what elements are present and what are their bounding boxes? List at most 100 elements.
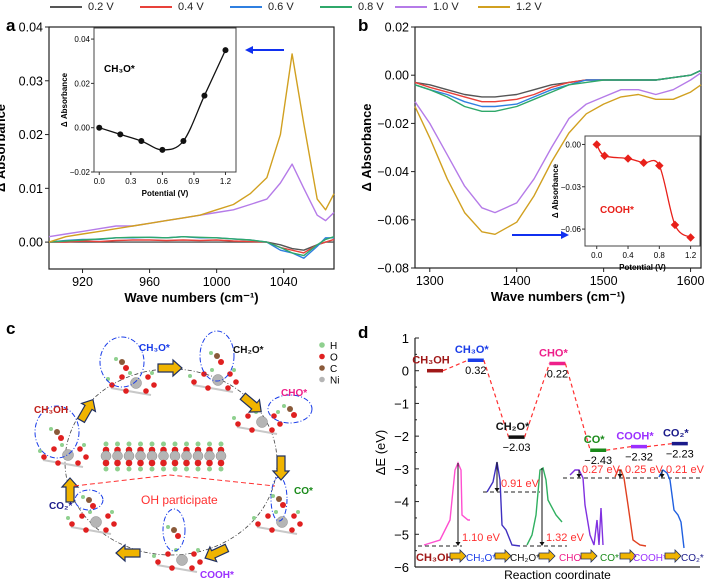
o-atom bbox=[291, 513, 297, 519]
h-atom bbox=[114, 357, 118, 361]
o-atom bbox=[165, 551, 171, 557]
h-atom bbox=[218, 466, 224, 472]
o-atom bbox=[69, 521, 75, 527]
series-line-0.6V bbox=[414, 69, 702, 108]
h-atom bbox=[110, 510, 114, 514]
panel-label: a bbox=[6, 16, 16, 35]
h-atom bbox=[166, 525, 170, 529]
y-tick-label: −4 bbox=[394, 495, 409, 510]
inset-data-point bbox=[117, 131, 124, 138]
h-atom bbox=[138, 441, 143, 447]
series-line-0.2V bbox=[49, 241, 334, 251]
h-atom bbox=[152, 554, 156, 558]
species-label: CO* bbox=[294, 486, 313, 497]
y-tick-label: 0.02 bbox=[385, 21, 409, 35]
o-atom bbox=[119, 374, 125, 380]
o-atom bbox=[183, 459, 190, 467]
bond bbox=[70, 526, 112, 535]
inset-x-tick-label: 0.3 bbox=[125, 177, 137, 186]
state-label: COOH* bbox=[616, 431, 654, 443]
bond bbox=[42, 459, 84, 468]
ni-atom bbox=[146, 450, 158, 462]
y-tick-label: 0.01 bbox=[19, 182, 43, 196]
surface-cluster bbox=[152, 548, 203, 573]
h-atom bbox=[188, 374, 192, 378]
ni-atom bbox=[90, 516, 102, 528]
o-atom bbox=[51, 446, 57, 452]
y-tick-label: 0.03 bbox=[19, 74, 43, 88]
h-atom bbox=[161, 441, 166, 447]
y-tick-label: −2 bbox=[394, 429, 409, 444]
ni-atom bbox=[169, 450, 181, 462]
h-atom bbox=[218, 441, 224, 447]
o-atom bbox=[280, 502, 286, 508]
inset-x-axis-title: Potential (V) bbox=[142, 189, 189, 198]
h-atom bbox=[296, 510, 300, 514]
highlight-ellipse bbox=[267, 394, 313, 424]
ni-atom bbox=[276, 516, 288, 528]
inset-data-point bbox=[159, 146, 166, 153]
y-tick-label: 0.02 bbox=[19, 128, 43, 142]
o-atom bbox=[175, 533, 181, 539]
o-atom bbox=[191, 551, 197, 557]
barrier-arrow-head-icon bbox=[659, 474, 665, 478]
o-atom bbox=[83, 527, 89, 533]
barrier-label: 0.21 eV bbox=[666, 464, 705, 476]
highlight-ellipse bbox=[74, 489, 104, 511]
h-atom bbox=[103, 466, 109, 472]
h-atom bbox=[138, 466, 143, 472]
y-tick-label: 0.04 bbox=[19, 21, 43, 35]
o-atom bbox=[271, 413, 277, 419]
highlight-ellipse bbox=[99, 336, 145, 388]
bond bbox=[236, 426, 278, 435]
atom-legend-marker bbox=[319, 365, 325, 371]
pathway-label: CH₃O* bbox=[466, 553, 496, 564]
legend-swatch bbox=[140, 6, 172, 8]
energy-value-label: −2.23 bbox=[666, 449, 694, 461]
y-tick-label: −0.04 bbox=[377, 165, 409, 179]
ni-atom bbox=[215, 450, 227, 462]
legend-label: 0.2 V bbox=[88, 1, 114, 13]
o-atom bbox=[169, 565, 175, 571]
o-atom bbox=[145, 374, 151, 380]
panel-b: 1300 1400 1500 1600−0.08−0.06−0.04−0.020.00… bbox=[359, 21, 705, 305]
pathway-arrow-icon bbox=[664, 549, 682, 563]
ni-atom bbox=[158, 450, 169, 462]
pathway-arrow-icon bbox=[449, 549, 467, 563]
y-tick-label: −0.02 bbox=[377, 117, 409, 131]
o-atom bbox=[77, 446, 83, 452]
barrier-profile-curve bbox=[658, 468, 685, 549]
arrow-head-icon bbox=[245, 46, 253, 54]
o-atom bbox=[103, 527, 109, 533]
o-atom bbox=[102, 459, 110, 467]
barrier-profile-curve bbox=[569, 469, 604, 546]
ni-atom bbox=[204, 450, 215, 462]
connector-dashed-line bbox=[442, 359, 469, 372]
c-atom bbox=[86, 497, 92, 503]
legend-swatch bbox=[320, 6, 352, 8]
y-axis-title: Δ Absorbance bbox=[0, 104, 8, 192]
legend-swatch bbox=[230, 6, 262, 8]
atom-legend-label: O bbox=[330, 353, 338, 364]
x-tick-label: 1000 bbox=[203, 275, 231, 289]
o-atom bbox=[55, 460, 61, 466]
species-label: CHO* bbox=[281, 388, 307, 399]
legend-label: 0.4 V bbox=[178, 1, 204, 13]
ni-atom bbox=[212, 374, 224, 386]
inset-data-point bbox=[138, 137, 145, 144]
h-atom bbox=[232, 368, 236, 372]
h-atom bbox=[115, 466, 120, 472]
barrier-profile-curve bbox=[614, 469, 647, 547]
h-atom bbox=[252, 516, 256, 520]
y-tick-label: 0.00 bbox=[19, 236, 43, 250]
legend-item: 1.2 V bbox=[478, 1, 542, 13]
h-atom bbox=[81, 495, 85, 499]
barrier-profile-curve bbox=[526, 466, 563, 546]
pathway-label: CH₂O* bbox=[510, 553, 540, 564]
h-atom bbox=[282, 404, 286, 408]
inset-y-axis-title: Δ Absorbance bbox=[551, 163, 560, 218]
h-atom bbox=[115, 441, 120, 447]
h-atom bbox=[172, 441, 178, 447]
cycle-arrow-icon bbox=[60, 477, 80, 503]
h-atom bbox=[82, 443, 86, 447]
